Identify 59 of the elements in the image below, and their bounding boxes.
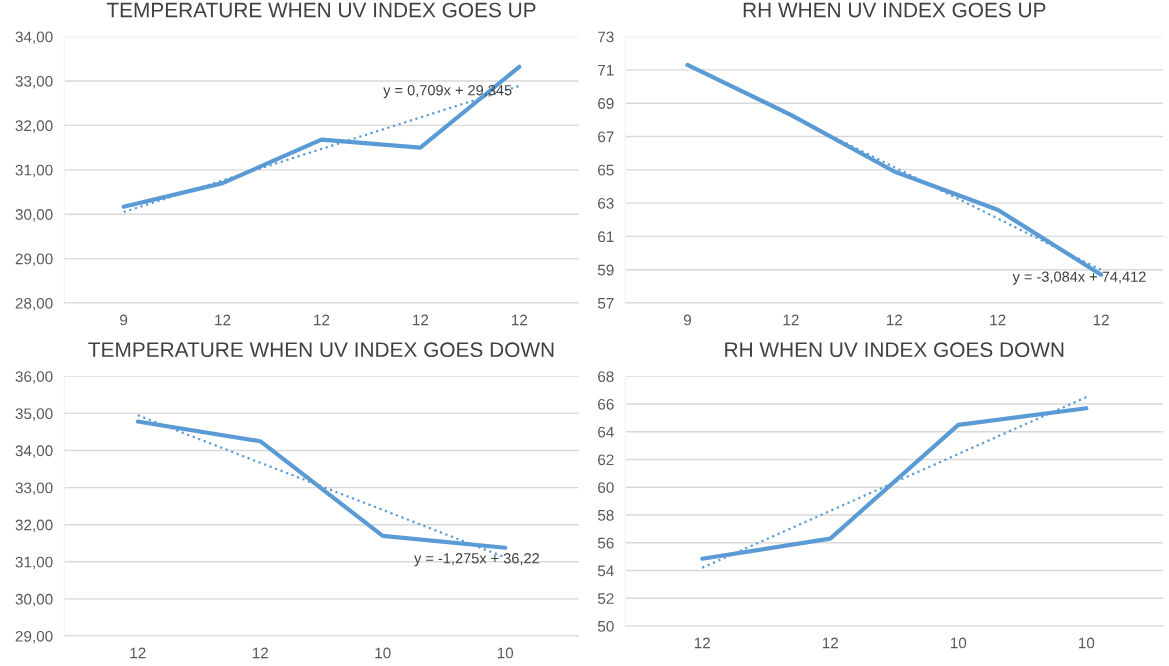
y-tick-label: 52	[597, 593, 614, 604]
y-tick-label: 29,00	[15, 253, 53, 267]
chart-title: TEMPERATURE WHEN UV INDEX GOES UP	[106, 2, 536, 18]
y-tick-label: 33,00	[15, 482, 53, 496]
y-tick-label: 57	[597, 298, 614, 309]
y-tick-label: 67	[598, 131, 614, 143]
y-tick-label: 73	[598, 31, 614, 43]
x-tick-label: 10	[497, 647, 514, 659]
y-tick-label: 63	[598, 198, 614, 209]
y-tick-label: 71	[598, 64, 614, 76]
x-tick-label: 9	[120, 314, 128, 326]
x-tick-label: 10	[375, 647, 391, 659]
y-tick-label: 28,00	[15, 297, 53, 311]
y-tick-label: 65	[598, 164, 614, 176]
y-tick-label: 69	[598, 98, 614, 109]
x-tick-label: 12	[413, 314, 429, 326]
y-tick-label: 58	[597, 509, 614, 521]
x-tick-label: 12	[1093, 314, 1109, 326]
y-tick-label: 35,00	[15, 408, 53, 421]
x-tick-label: 10	[950, 637, 967, 649]
x-tick-label: 12	[252, 647, 268, 659]
chart-title: RH WHEN UV INDEX GOES UP	[743, 2, 1046, 18]
y-tick-label: 31,00	[15, 164, 53, 178]
y-tick-label: 56	[597, 537, 614, 549]
y-tick-label: 61	[598, 231, 614, 243]
y-tick-label: 30,00	[15, 593, 53, 607]
chart-title: TEMPERATURE WHEN UV INDEX GOES DOWN	[88, 342, 554, 358]
annotation: y = -3,084x + 74,412	[1012, 271, 1146, 285]
y-tick-label: 59	[597, 264, 614, 276]
y-tick-label: 68	[598, 371, 614, 382]
y-tick-label: 66	[598, 398, 614, 410]
x-tick-label: 12	[511, 314, 528, 326]
y-tick-label: 62	[598, 454, 614, 466]
y-tick-label: 64	[598, 426, 614, 438]
y-tick-label: 32,00	[15, 120, 53, 133]
y-tick-label: 33,00	[15, 75, 53, 89]
x-tick-label: 12	[990, 314, 1006, 326]
y-tick-label: 60	[598, 482, 614, 493]
x-tick-label: 12	[822, 637, 838, 649]
x-tick-label: 10	[1079, 637, 1095, 649]
x-tick-label: 12	[694, 637, 710, 649]
x-tick-label: 12	[215, 314, 231, 326]
y-tick-label: 29,00	[15, 630, 53, 644]
y-tick-label: 30,00	[15, 209, 53, 222]
y-tick-label: 54	[597, 565, 614, 577]
y-tick-label: 31,00	[15, 556, 53, 570]
x-tick-label: 12	[314, 314, 330, 326]
x-tick-label: 12	[130, 647, 146, 659]
x-tick-label: 9	[683, 314, 691, 326]
y-tick-label: 32,00	[15, 519, 53, 533]
y-tick-label: 36,00	[15, 371, 53, 384]
line-series	[121, 64, 522, 209]
y-tick-label: 34,00	[15, 31, 53, 45]
x-tick-label: 12	[886, 314, 903, 326]
annotation: y = -1,275x + 36,22	[414, 553, 539, 567]
y-tick-label: 50	[597, 620, 614, 632]
chart-title: RH WHEN UV INDEX GOES DOWN	[725, 342, 1064, 358]
y-tick-label: 34,00	[15, 445, 53, 458]
x-tick-label: 12	[783, 314, 799, 326]
